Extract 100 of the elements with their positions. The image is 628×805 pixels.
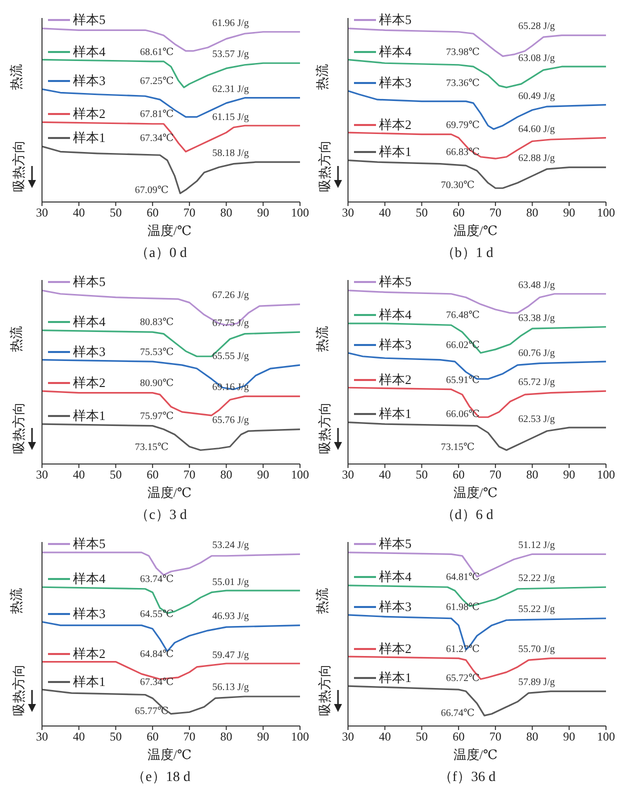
text: （a）0 d xyxy=(134,245,188,262)
x-tick-label: 40 xyxy=(72,206,85,220)
annotation: 67.34℃ xyxy=(140,676,174,689)
x-tick-label: 60 xyxy=(146,730,159,744)
annotation: 80.83℃ xyxy=(140,317,174,330)
legend-label: 样本5 xyxy=(73,11,106,30)
x-tick-label: 50 xyxy=(110,468,122,482)
legend-label: 样本5 xyxy=(73,273,106,292)
x-tick-label: 40 xyxy=(378,468,391,482)
legend-label: 样本2 xyxy=(73,644,106,663)
x-tick-label: 50 xyxy=(110,206,122,220)
x-tick-label: 70 xyxy=(183,730,196,744)
annotation: 65.72 J/g xyxy=(518,377,555,390)
annotation: 63.38 J/g xyxy=(518,312,555,325)
annotation: 60.49 J/g xyxy=(518,90,555,103)
annotation: 65.76 J/g xyxy=(212,415,249,428)
legend-label: 样本3 xyxy=(73,342,106,361)
legend-label: 样本3 xyxy=(73,72,106,90)
annotation: 61.96 J/g xyxy=(212,18,249,30)
text: （f）36 d xyxy=(437,769,497,786)
x-axis-title: 温度/℃ xyxy=(452,746,499,764)
annotation: 60.76 J/g xyxy=(518,348,555,360)
x-tick-label: 80 xyxy=(220,730,232,744)
annotation: 67.26 J/g xyxy=(212,290,249,302)
legend-label: 样本4 xyxy=(73,570,106,588)
annotation: 56.13 J/g xyxy=(212,682,249,694)
annotation: 65.77℃ xyxy=(134,706,169,718)
x-axis-title: 温度/℃ xyxy=(146,746,193,764)
y-axis-title: 热流 xyxy=(8,588,24,614)
x-tick-label: 60 xyxy=(452,206,465,220)
text: 吸热方向 xyxy=(11,663,27,716)
x-tick-label: 100 xyxy=(597,468,615,482)
annotation: 67.09℃ xyxy=(134,185,169,198)
annotation: 75.97℃ xyxy=(140,411,174,424)
text: 吸热方向 xyxy=(11,139,27,192)
y-axis-title: 热流 xyxy=(314,326,330,352)
legend-label: 样本2 xyxy=(379,370,412,389)
legend-label: 样本4 xyxy=(73,313,106,332)
annotation: 61.15 J/g xyxy=(212,112,249,124)
annotation: 67.81℃ xyxy=(140,109,174,122)
x-tick-label: 90 xyxy=(257,206,270,220)
x-tick-label: 50 xyxy=(416,468,428,482)
annotation: 65.28 J/g xyxy=(518,21,555,34)
legend-label: 样本2 xyxy=(73,105,106,124)
x-tick-label: 30 xyxy=(36,468,48,482)
x-tick-label: 40 xyxy=(72,468,85,482)
annotation: 67.75 J/g xyxy=(212,318,249,330)
annotation: 58.18 J/g xyxy=(212,148,249,160)
annotation: 65.72℃ xyxy=(446,673,480,686)
legend-label: 样本1 xyxy=(73,407,106,426)
text: 吸热方向 xyxy=(317,401,333,454)
legend-label: 样本1 xyxy=(379,143,412,162)
text: （d）6 d xyxy=(440,507,494,524)
legend-label: 样本3 xyxy=(379,74,412,92)
x-tick-label: 30 xyxy=(36,206,48,220)
annotation: 68.61℃ xyxy=(140,46,174,59)
annotation: 61.98℃ xyxy=(446,602,480,614)
annotation: 63.74℃ xyxy=(140,574,174,586)
legend-label: 样本1 xyxy=(379,669,412,688)
x-tick-label: 100 xyxy=(291,468,309,482)
x-axis-title: 温度/℃ xyxy=(452,484,499,502)
x-tick-label: 30 xyxy=(36,730,48,744)
text: （e）18 d xyxy=(130,769,192,786)
legend-label: 样本3 xyxy=(379,336,412,354)
x-tick-label: 70 xyxy=(183,468,196,482)
annotation: 63.08 J/g xyxy=(518,52,555,65)
x-tick-label: 70 xyxy=(489,468,502,482)
text: 51.12 J/g xyxy=(518,540,555,552)
x-tick-label: 50 xyxy=(416,206,428,220)
x-tick-label: 60 xyxy=(146,206,159,220)
annotation: 52.22 J/g xyxy=(518,573,555,586)
y-axis-title: 热流 xyxy=(8,326,24,352)
annotation: 75.53℃ xyxy=(140,346,174,359)
text: 53.24 J/g xyxy=(212,540,249,552)
legend-label: 样本1 xyxy=(379,405,412,424)
x-tick-label: 100 xyxy=(291,730,309,744)
x-tick-label: 70 xyxy=(489,730,502,744)
x-tick-label: 80 xyxy=(220,206,232,220)
annotation: 69.79℃ xyxy=(446,120,480,132)
x-tick-label: 40 xyxy=(378,206,391,220)
x-tick-label: 40 xyxy=(72,730,85,744)
annotation: 64.81℃ xyxy=(446,572,480,584)
legend-label: 样本4 xyxy=(73,42,106,61)
annotation: 53.57 J/g xyxy=(212,49,249,62)
text: 吸热方向 xyxy=(317,139,333,192)
annotation: 70.30℃ xyxy=(440,180,475,192)
annotation: 55.01 J/g xyxy=(212,576,249,589)
legend-label: 样本5 xyxy=(73,535,106,554)
x-tick-label: 90 xyxy=(257,468,270,482)
x-tick-label: 80 xyxy=(526,730,538,744)
x-axis-title: 温度/℃ xyxy=(146,484,193,502)
legend-label: 样本4 xyxy=(379,306,412,324)
y-axis-title: 热流 xyxy=(8,64,24,90)
x-tick-label: 70 xyxy=(183,206,196,220)
legend-label: 样本2 xyxy=(379,640,412,658)
x-tick-label: 60 xyxy=(146,468,159,482)
x-tick-label: 90 xyxy=(563,206,576,220)
legend-label: 样本4 xyxy=(379,42,412,61)
x-tick-label: 90 xyxy=(563,730,576,744)
x-tick-label: 90 xyxy=(563,468,576,482)
